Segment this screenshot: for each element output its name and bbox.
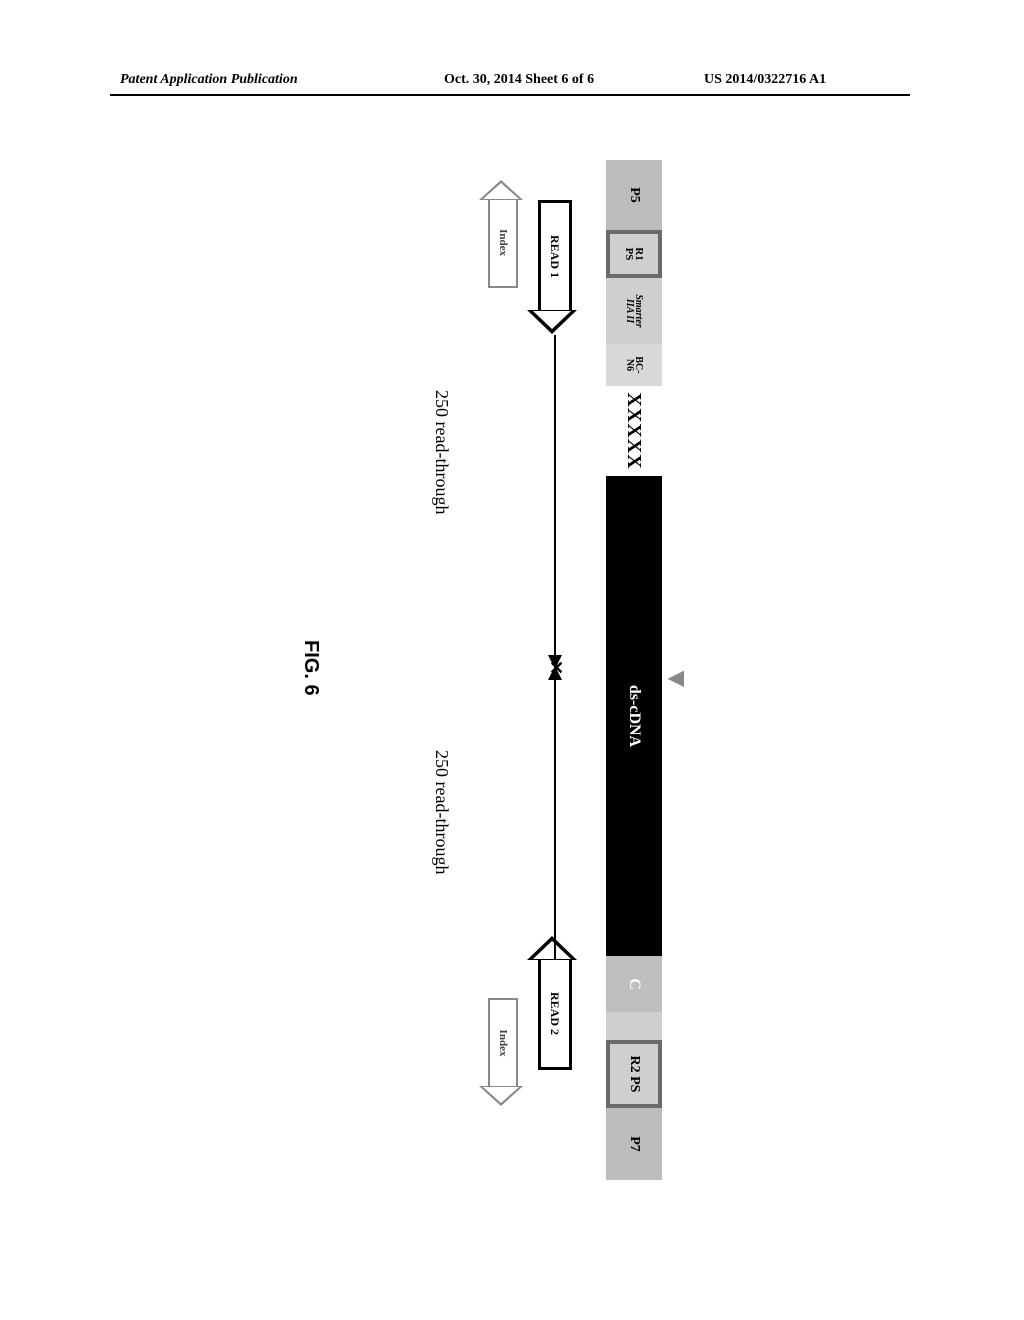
r1ps-line1: R1 — [634, 247, 644, 260]
header-left: Patent Application Publication — [120, 72, 298, 88]
figure-6-diagram: ▼ P5 R1 PS Smarter IIA II BC- N6 XXXXX d… — [162, 160, 862, 1180]
smarter-line2: IIA II — [625, 299, 635, 323]
smarter-line1: Smarter — [634, 294, 644, 327]
index2-label: Index — [497, 1030, 509, 1057]
readthrough-label-left: 250 read-through — [431, 390, 452, 514]
header-right: US 2014/0322716 A1 — [704, 72, 826, 88]
readthrough-label-right: 250 read-through — [431, 750, 452, 874]
read1-arrow: READ 1 — [538, 200, 572, 310]
read2-arrowhead-icon — [527, 936, 577, 960]
index2-arrow: Index — [488, 998, 518, 1086]
index2-arrowhead-icon — [479, 1086, 523, 1106]
page-header: Patent Application Publication Oct. 30, … — [0, 72, 1024, 102]
segment-p7: P7 — [606, 1108, 662, 1180]
read2-box: READ 2 — [538, 960, 572, 1070]
segment-spacer — [606, 1012, 662, 1040]
segment-bc-n6: BC- N6 — [606, 344, 662, 386]
read1-box: READ 1 — [538, 200, 572, 310]
diagram-container: ▼ P5 R1 PS Smarter IIA II BC- N6 XXXXX d… — [0, 160, 862, 860]
readthrough-line-right — [554, 670, 556, 960]
header-mid: Oct. 30, 2014 Sheet 6 of 6 — [444, 72, 594, 88]
header-rule — [110, 94, 910, 96]
segment-xxxxx: XXXXX — [606, 386, 662, 476]
down-arrow-icon: ▼ — [660, 665, 692, 693]
index2-box: Index — [488, 998, 518, 1086]
bcn6-line2: N6 — [625, 359, 635, 371]
readthrough-line-left — [554, 335, 556, 665]
read1-label: READ 1 — [548, 235, 563, 278]
segment-ds-cdna: ds-cDNA — [606, 476, 662, 956]
figure-label: FIG. 6 — [299, 640, 322, 696]
midpoint-x-icon: ✕ — [545, 660, 566, 675]
segment-smarter: Smarter IIA II — [606, 278, 662, 344]
index1-label: Index — [497, 230, 509, 257]
segment-r1ps: R1 PS — [606, 230, 662, 278]
r1ps-line2: PS — [624, 248, 634, 261]
sequence-bar: P5 R1 PS Smarter IIA II BC- N6 XXXXX ds-… — [606, 160, 662, 1180]
segment-r2ps: R2 PS — [606, 1040, 662, 1108]
index1-arrowhead-icon — [479, 180, 523, 200]
read2-label: READ 2 — [548, 992, 563, 1035]
read2-arrow: READ 2 — [538, 960, 572, 1070]
segment-c: C — [606, 956, 662, 1012]
index1-arrow: Index — [488, 200, 518, 288]
index1-box: Index — [488, 200, 518, 288]
bcn6-line1: BC- — [634, 356, 644, 373]
read1-arrowhead-icon — [527, 310, 577, 334]
segment-p5: P5 — [606, 160, 662, 230]
